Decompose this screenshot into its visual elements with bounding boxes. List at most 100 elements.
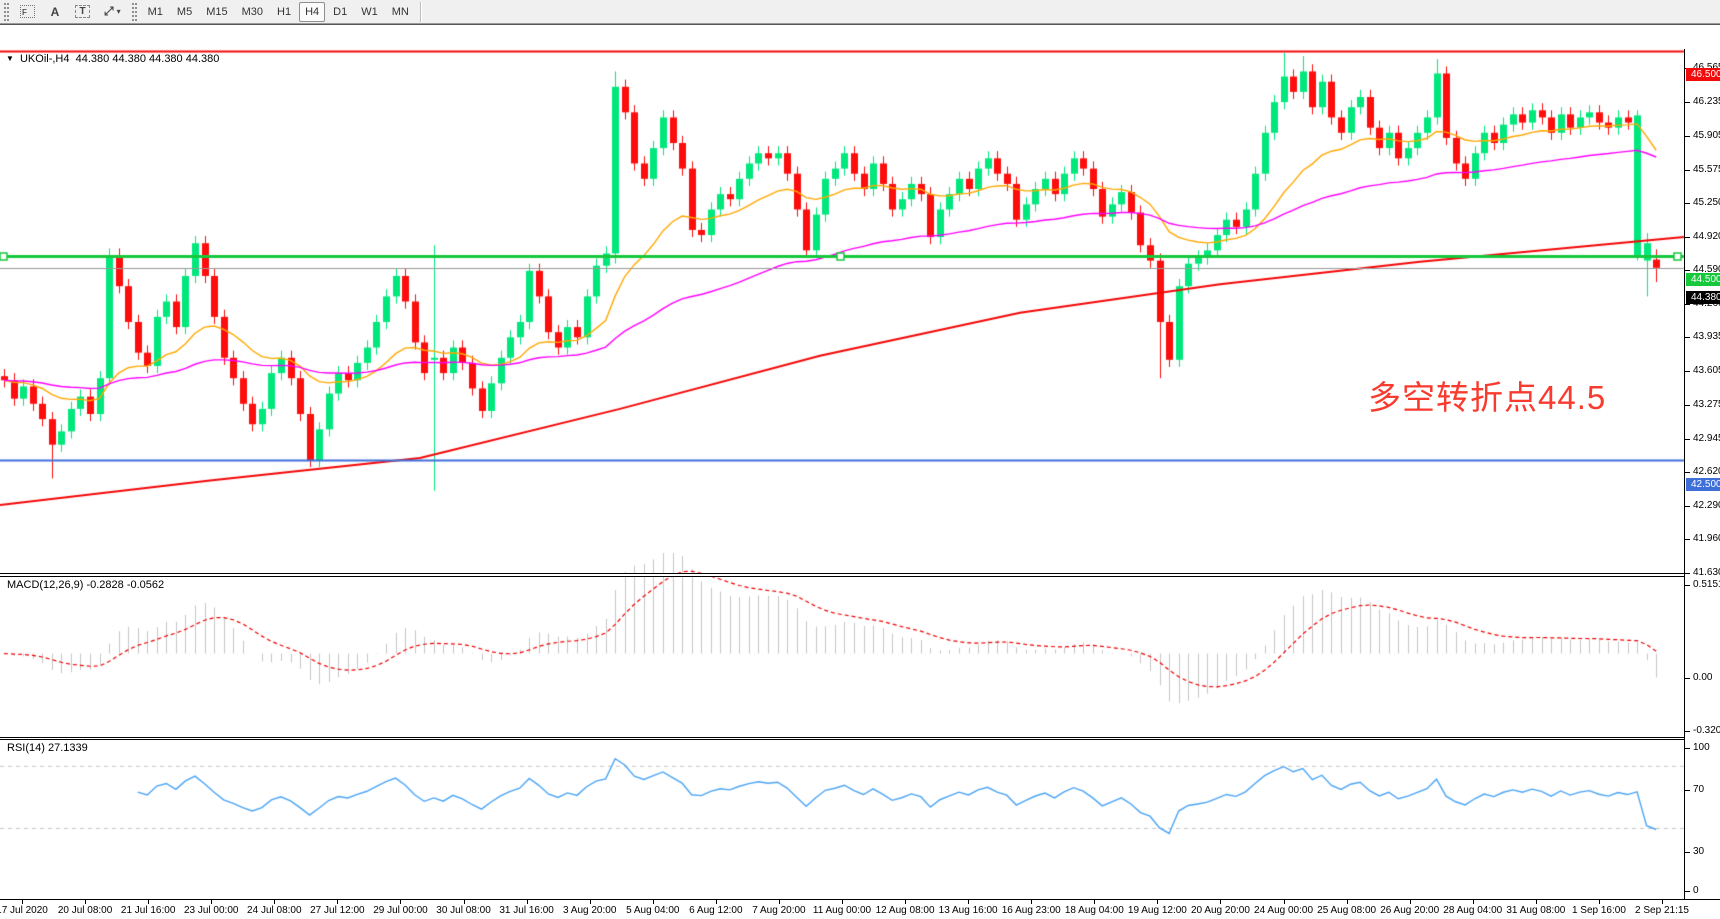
- macd-indicator-label: MACD(12,26,9) -0.2828 -0.0562: [7, 579, 165, 591]
- time-label: 17 Jul 2020: [0, 905, 48, 916]
- time-label: 12 Aug 08:00: [875, 905, 935, 916]
- time-tick: [1031, 900, 1032, 904]
- time-label: 24 Jul 08:00: [247, 905, 302, 916]
- timeframe-button-h4[interactable]: H4: [299, 1, 326, 22]
- time-label: 31 Aug 08:00: [1506, 905, 1566, 916]
- axis-tick-label: 44.920: [1685, 231, 1720, 243]
- arrows-icon: ⤢: [104, 4, 114, 18]
- time-tick: [1347, 900, 1348, 904]
- chart-area: ▼ UKOil-,H4 44.380 44.380 44.380 44.380 …: [0, 24, 1720, 919]
- axis-tick-label: -0.3207: [1685, 725, 1720, 737]
- price-axis[interactable]: 46.56546.23545.90545.57545.25044.92044.5…: [1684, 49, 1720, 899]
- time-label: 31 Jul 16:00: [499, 905, 554, 916]
- price-badge: 44.500: [1686, 273, 1720, 286]
- axis-tick-label: 30: [1685, 846, 1704, 858]
- axis-tick-label: 0.5151: [1685, 579, 1720, 591]
- time-tick: [148, 900, 149, 904]
- time-label: 18 Aug 04:00: [1064, 905, 1124, 916]
- time-label: 21 Jul 16:00: [120, 905, 176, 916]
- time-tick: [1473, 900, 1474, 904]
- axis-tick-label: 44.590: [1685, 264, 1720, 276]
- text-tool-icon: A: [50, 4, 60, 19]
- toolbar-grip[interactable]: [4, 2, 9, 21]
- time-tick: [1599, 900, 1600, 904]
- label-tool-button[interactable]: T: [69, 2, 96, 22]
- time-tick: [1094, 900, 1095, 904]
- timeframe-button-h1[interactable]: H1: [277, 5, 292, 18]
- timeframe-button-mn[interactable]: MN: [391, 5, 409, 18]
- time-label: 24 Aug 00:00: [1254, 905, 1314, 916]
- time-label: 29 Jul 00:00: [373, 905, 428, 916]
- symbol-dropdown-icon[interactable]: ▼: [6, 54, 14, 63]
- time-tick: [337, 900, 338, 904]
- timeframe-button-m30[interactable]: M30: [241, 5, 263, 18]
- axis-tick-label: 41.960: [1685, 533, 1720, 545]
- time-tick: [905, 900, 906, 904]
- time-tick: [274, 900, 275, 904]
- time-tick: [716, 900, 717, 904]
- axis-tick-label: 45.575: [1685, 164, 1720, 176]
- price-chart-canvas[interactable]: [0, 25, 1685, 875]
- timeframe-button-group: M1 M5 M15 M30 H1 H4 D1 W1 MN: [141, 1, 416, 22]
- time-label: 19 Aug 12:00: [1127, 905, 1187, 916]
- time-label: 27 Jul 12:00: [310, 905, 365, 916]
- fibonacci-icon: F: [20, 5, 35, 18]
- timeframe-button-m1[interactable]: M1: [147, 5, 163, 18]
- time-label: 3 Aug 20:00: [562, 905, 617, 916]
- time-tick: [779, 900, 780, 904]
- text-annotation[interactable]: 多空转折点44.5: [1368, 379, 1607, 416]
- text-tool-button[interactable]: A: [43, 2, 67, 22]
- time-tick: [590, 900, 591, 904]
- chevron-down-icon: ▾: [116, 7, 121, 16]
- pane-divider-macd[interactable]: [0, 573, 1685, 577]
- timeframe-button-w1[interactable]: W1: [361, 5, 378, 18]
- toolbar-separator: [419, 1, 421, 22]
- time-label: 1 Sep 16:00: [1571, 905, 1626, 916]
- toolbar-grip-2[interactable]: [131, 2, 137, 21]
- axis-tick-label: 42.945: [1685, 433, 1720, 445]
- axis-tick-label: 43.605: [1685, 365, 1720, 377]
- axis-tick-label: 43.935: [1685, 331, 1720, 343]
- axis-tick-label: 43.275: [1685, 399, 1720, 411]
- time-tick: [1410, 900, 1411, 904]
- time-label: 13 Aug 16:00: [938, 905, 998, 916]
- time-label: 25 Aug 08:00: [1317, 905, 1377, 916]
- price-badge: 44.380: [1686, 291, 1720, 305]
- axis-tick-label: 42.290: [1685, 500, 1720, 512]
- axis-tick-label: 45.250: [1685, 197, 1720, 209]
- time-tick: [1662, 900, 1663, 904]
- price-badge: 42.500: [1686, 477, 1720, 491]
- time-label: 11 Aug 00:00: [812, 905, 872, 916]
- axis-tick-label: 100: [1685, 742, 1710, 754]
- time-label: 5 Aug 04:00: [626, 905, 680, 916]
- time-tick: [842, 900, 843, 904]
- timeframe-button-m5[interactable]: M5: [176, 5, 193, 18]
- time-label: 30 Jul 08:00: [436, 905, 491, 916]
- symbol-quote-line: ▼ UKOil-,H4 44.380 44.380 44.380 44.380: [6, 53, 219, 65]
- time-tick: [400, 900, 401, 904]
- time-label: 20 Aug 20:00: [1190, 905, 1250, 916]
- timeframe-button-d1[interactable]: D1: [333, 5, 348, 18]
- timeframe-button-m15[interactable]: M15: [206, 5, 228, 18]
- time-label: 23 Jul 00:00: [183, 905, 239, 916]
- top-toolbar: F A T ⤢ ▾ M1 M5 M15 M30 H1 H4 D1 W1 MN: [0, 0, 1720, 24]
- axis-tick-label: 70: [1685, 784, 1704, 796]
- pane-divider-rsi[interactable]: [0, 737, 1685, 740]
- time-tick: [464, 900, 465, 904]
- time-label: 28 Aug 04:00: [1443, 905, 1503, 916]
- time-tick: [1284, 900, 1285, 904]
- time-tick: [1536, 900, 1537, 904]
- arrows-tool-button[interactable]: ⤢ ▾: [98, 2, 127, 22]
- axis-tick-label: 45.905: [1685, 130, 1720, 142]
- time-label: 26 Aug 20:00: [1380, 905, 1440, 916]
- time-tick: [653, 900, 654, 904]
- label-tool-icon: T: [75, 5, 90, 18]
- time-tick: [211, 900, 212, 904]
- axis-tick-label: 0.00: [1685, 672, 1712, 684]
- axis-tick-label: 0: [1685, 885, 1699, 897]
- time-tick: [968, 900, 969, 904]
- fibonacci-tool-button[interactable]: F: [14, 2, 41, 22]
- price-badge: 46.500: [1686, 68, 1720, 82]
- time-tick: [1157, 900, 1158, 904]
- time-axis[interactable]: 17 Jul 2020 20 Jul 08:00 21 Jul 16:00 23 Ju…: [0, 899, 1720, 919]
